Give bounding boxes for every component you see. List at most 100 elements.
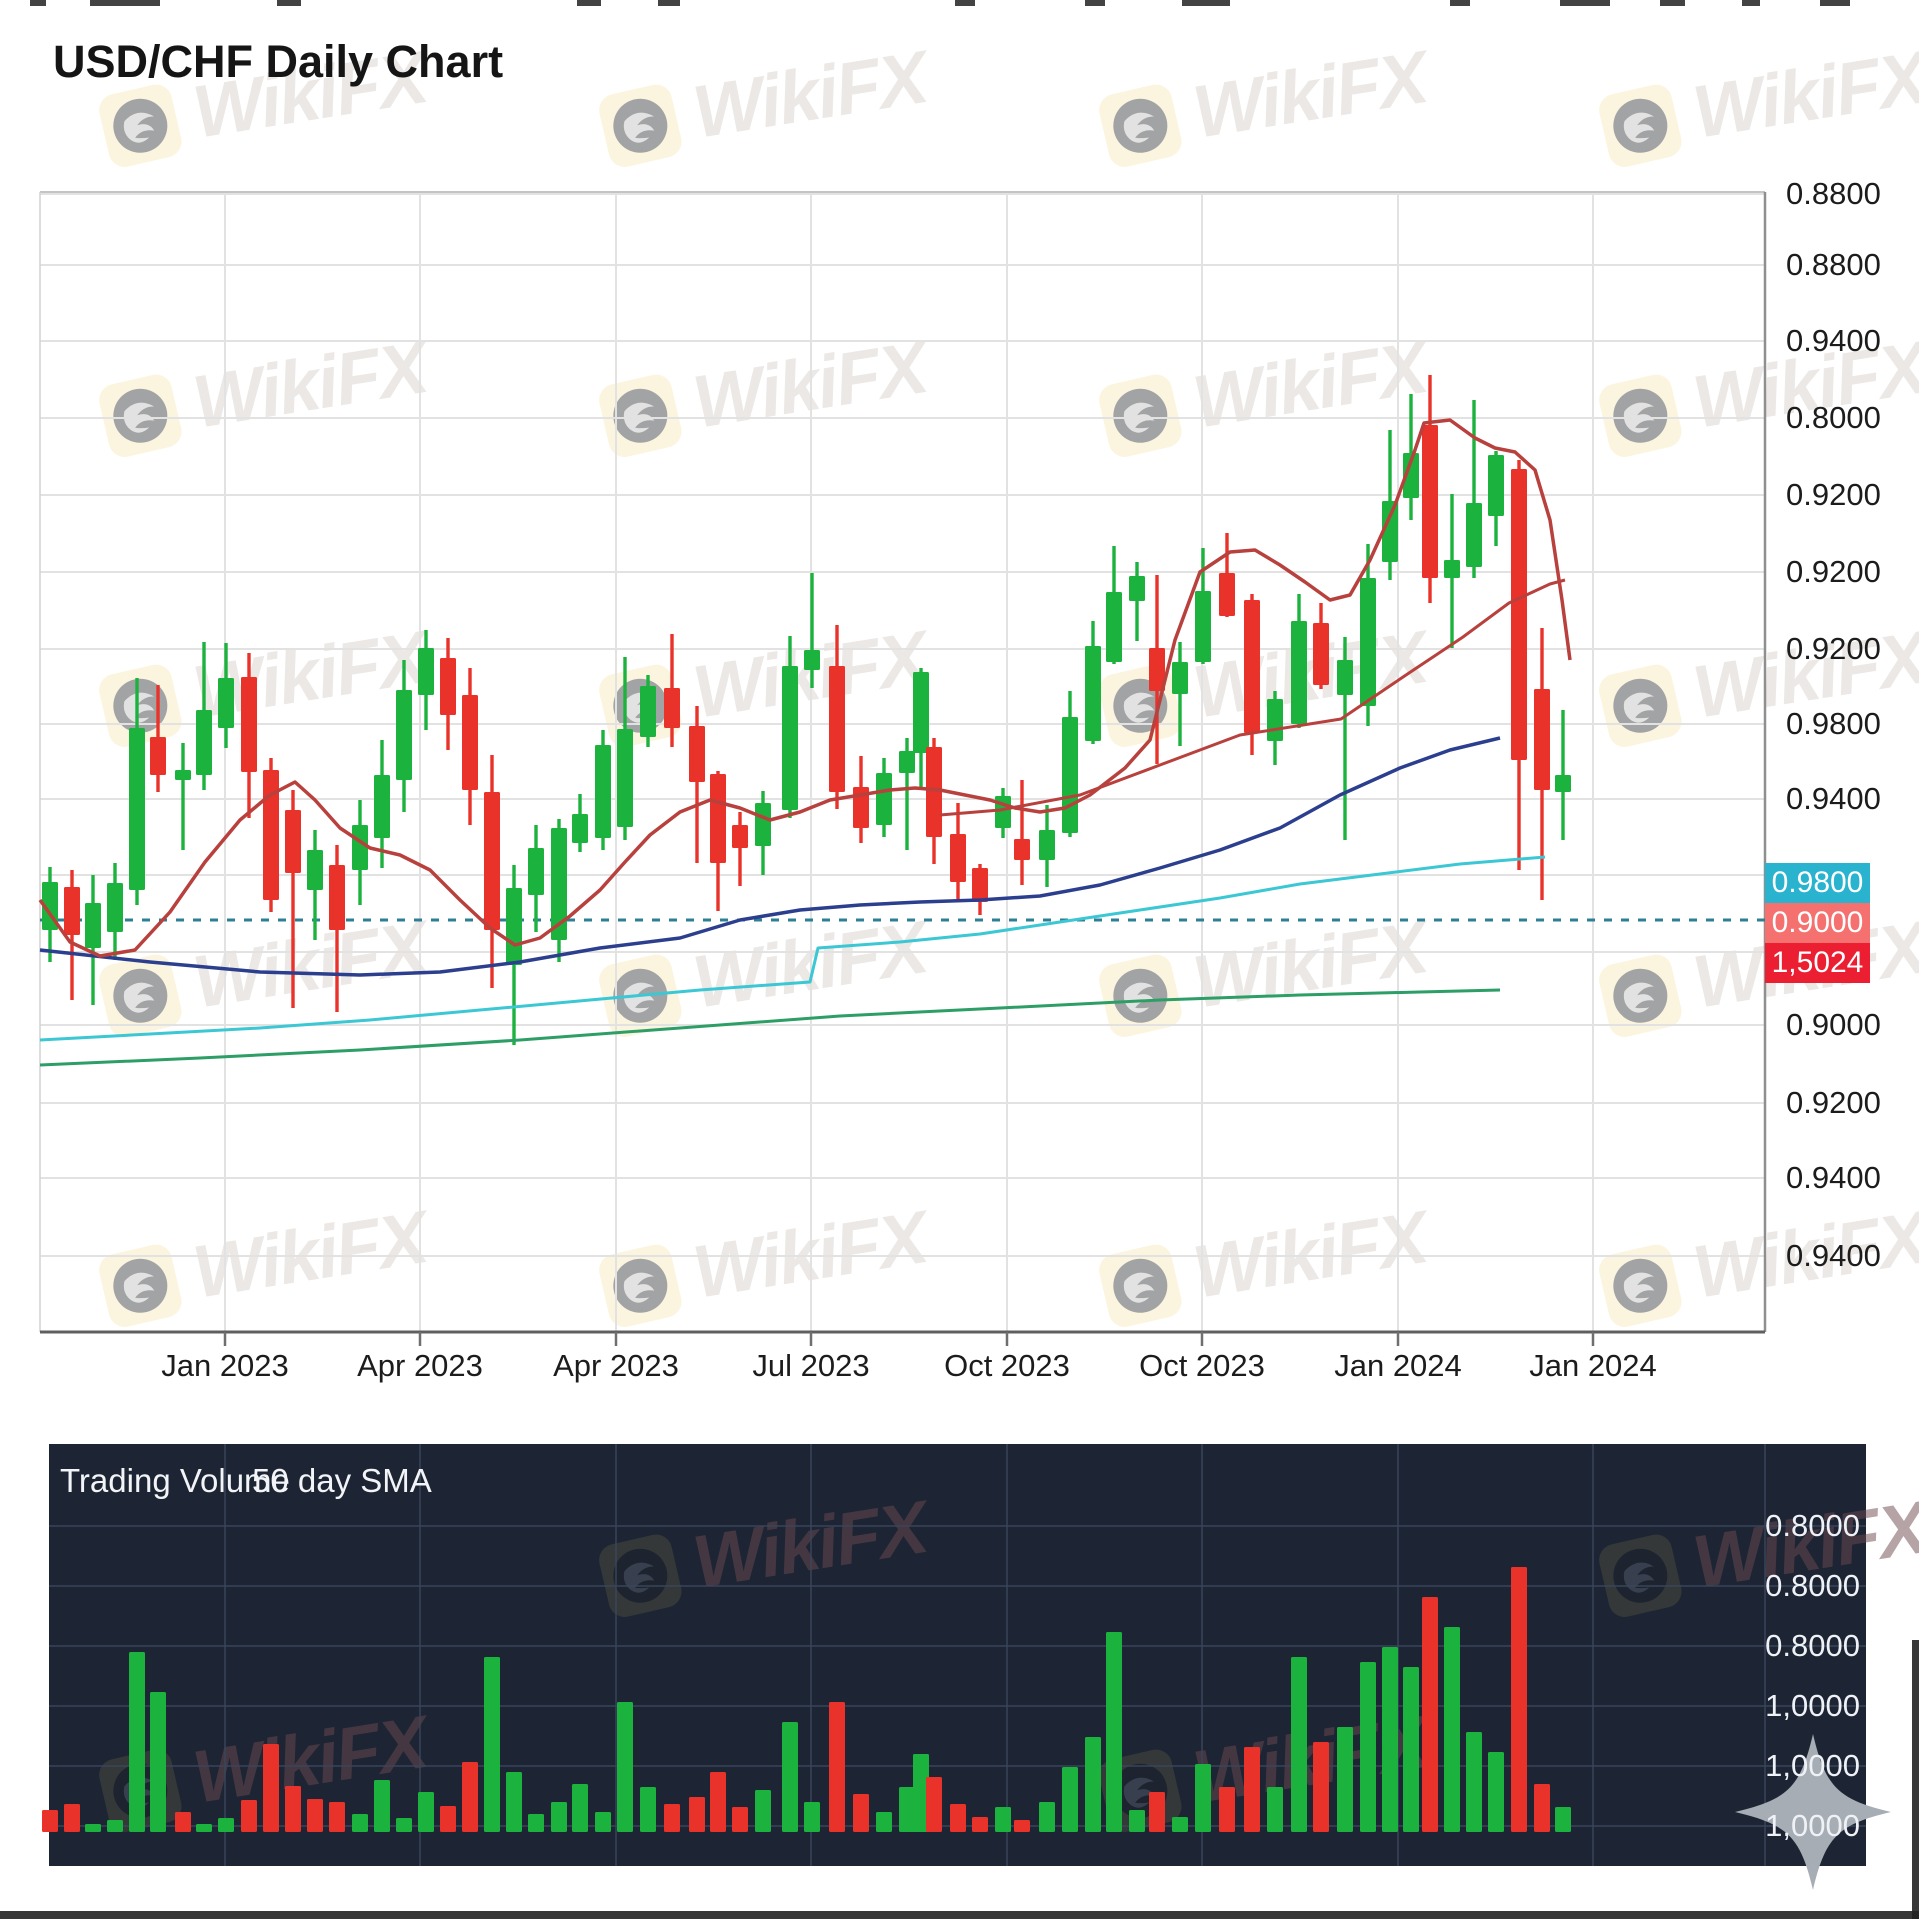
top-edge-artifact	[955, 0, 975, 6]
volume-bar	[732, 1807, 748, 1832]
candle-body	[926, 747, 942, 837]
volume-bar	[1219, 1787, 1235, 1832]
y-axis-label: 0.8800	[1786, 176, 1881, 211]
x-axis-label: Jan 2023	[161, 1348, 289, 1383]
wikifx-logo-icon	[99, 664, 182, 747]
wikifx-logo-icon	[1599, 84, 1682, 167]
y-axis-label: 0.8000	[1786, 400, 1881, 435]
candle-body	[129, 728, 145, 890]
volume-bar	[617, 1702, 633, 1832]
volume-bar	[506, 1772, 522, 1832]
price-badge: 0.9800	[1765, 863, 1870, 903]
volume-bar	[1403, 1667, 1419, 1832]
volume-y-axis-label: 1,0000	[1765, 1808, 1860, 1843]
candle-body	[1085, 646, 1101, 741]
candle-body	[85, 903, 101, 948]
wikifx-watermark: WikiFX	[1599, 34, 1919, 167]
wikifx-logo-icon	[1099, 84, 1182, 167]
wikifx-watermark-text: WikiFX	[1187, 1194, 1438, 1314]
candle-body	[1313, 623, 1329, 685]
right-edge-bar	[1912, 1640, 1919, 1919]
volume-bar	[1062, 1767, 1078, 1832]
candle-body	[396, 690, 412, 780]
sparkle-cursor-icon	[1735, 1734, 1891, 1890]
candle-body	[1422, 425, 1438, 578]
wikifx-logo-icon	[599, 84, 682, 167]
wikifx-logo-icon	[1099, 1244, 1182, 1327]
x-axis-label: Oct 2023	[944, 1348, 1070, 1383]
wikifx-logo-icon	[1599, 1244, 1682, 1327]
volume-bar	[1014, 1820, 1030, 1832]
volume-bar	[218, 1818, 234, 1832]
volume-bar	[196, 1824, 212, 1832]
candle-body	[1555, 775, 1571, 792]
candle-body	[1403, 453, 1419, 498]
y-axis-label: 0.9400	[1786, 1238, 1881, 1273]
candle-body	[1488, 455, 1504, 516]
volume-bar	[1106, 1632, 1122, 1832]
y-axis-label: 0.9200	[1786, 477, 1881, 512]
volume-y-axis-label: 0.8000	[1765, 1568, 1860, 1603]
wikifx-logo-icon	[1099, 954, 1182, 1037]
volume-bar	[42, 1810, 58, 1832]
candle-body	[829, 666, 845, 792]
x-axis-label: Jul 2023	[752, 1348, 870, 1383]
wikifx-logo-icon	[99, 954, 182, 1037]
wikifx-watermark-text: WikiFX	[1187, 34, 1438, 154]
volume-bar	[926, 1777, 942, 1832]
candle-body	[689, 726, 705, 782]
ma-line-green	[39, 988, 1501, 1067]
top-edge-artifact	[658, 0, 680, 6]
candle-body	[1129, 576, 1145, 601]
volume-bar	[107, 1820, 123, 1832]
volume-bar	[995, 1807, 1011, 1832]
volume-y-axis-label: 1,0000	[1765, 1688, 1860, 1723]
volume-bar	[285, 1786, 301, 1832]
volume-y-axis-label: 0.8000	[1765, 1628, 1860, 1663]
volume-bar	[1534, 1784, 1550, 1832]
volume-bar	[782, 1722, 798, 1832]
volume-sma-label: 50 day SMA	[252, 1462, 432, 1499]
volume-bar	[440, 1806, 456, 1832]
wikifx-watermark: WikiFX	[99, 324, 438, 457]
candle-body	[1062, 717, 1078, 833]
candle-body	[64, 887, 80, 935]
volume-bar	[528, 1814, 544, 1832]
volume-bar	[374, 1780, 390, 1832]
volume-bar	[1291, 1657, 1307, 1832]
volume-bar	[804, 1802, 820, 1832]
top-edge-artifact	[1820, 0, 1850, 6]
volume-bar	[1337, 1727, 1353, 1832]
wikifx-logo-icon	[1099, 374, 1182, 457]
candle-body	[1382, 501, 1398, 562]
candle-body	[617, 729, 633, 827]
wikifx-watermark: WikiFX	[1099, 1194, 1438, 1327]
top-edge-artifact	[1560, 0, 1610, 6]
ma-line-red-slow	[939, 578, 1566, 817]
price-badge: 1,5024	[1765, 943, 1870, 983]
volume-bar	[1244, 1747, 1260, 1832]
wikifx-logo-icon	[599, 374, 682, 457]
volume-bar	[462, 1762, 478, 1832]
candle-body	[755, 803, 771, 846]
y-axis-label: 0.9400	[1786, 1160, 1881, 1195]
candle-body	[241, 677, 257, 772]
x-axis-label: Jan 2024	[1334, 1348, 1462, 1383]
candle-body	[899, 751, 915, 773]
volume-panel-bg[interactable]	[49, 1444, 1866, 1866]
volume-bar	[829, 1702, 845, 1832]
wikifx-watermark: WikiFX	[1099, 34, 1438, 167]
top-edge-artifact	[1450, 0, 1470, 6]
wikifx-watermark-text: WikiFX	[1187, 324, 1438, 444]
candle-body	[1039, 830, 1055, 860]
x-axis-label: Apr 2023	[553, 1348, 679, 1383]
volume-panel-title: Trading Volume	[60, 1462, 290, 1499]
volume-bar	[755, 1790, 771, 1832]
candle-body	[506, 888, 522, 965]
wikifx-watermark: WikiFX	[99, 614, 438, 747]
volume-bar	[876, 1812, 892, 1832]
candle-body	[1267, 699, 1283, 741]
candle-body	[1244, 600, 1260, 733]
candle-body	[374, 775, 390, 838]
